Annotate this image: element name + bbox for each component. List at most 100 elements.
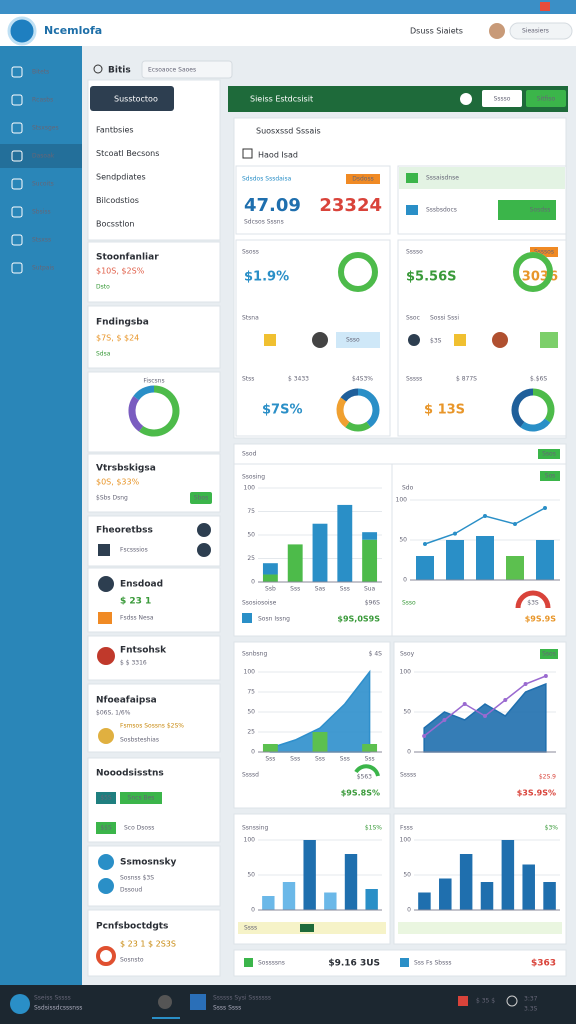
button[interactable]	[526, 90, 566, 107]
menu-item[interactable]: Rcasbs	[32, 97, 53, 104]
x-tick-label: Sss	[265, 756, 275, 763]
gauge-segment	[511, 388, 534, 428]
label: $.$6S	[530, 376, 547, 383]
label: $ 4S	[369, 651, 383, 658]
search-icon	[93, 64, 103, 74]
point	[453, 531, 457, 536]
nav-item[interactable]: Sendpdiates	[96, 173, 146, 182]
icon-button[interactable]	[197, 523, 211, 537]
bar	[362, 532, 378, 540]
start-button[interactable]	[10, 994, 30, 1014]
label: $ $ 3316	[120, 660, 147, 667]
label: $2S.9	[539, 774, 556, 781]
label: Sosdss	[530, 207, 551, 214]
bar	[501, 840, 515, 910]
card	[87, 371, 221, 453]
label: Nooodsisstns	[96, 769, 164, 779]
label: Sdsa	[96, 351, 111, 358]
settings-header	[399, 167, 565, 189]
icon	[264, 334, 276, 346]
bar	[337, 504, 353, 582]
icon	[242, 613, 252, 623]
generated: Bitets Rcasbs Stsxsges Dasoak Sucoits Sbsiss S…	[0, 66, 560, 914]
search-box[interactable]	[509, 22, 573, 40]
primary-button[interactable]	[90, 86, 174, 111]
label: 3.3S	[524, 1006, 538, 1013]
menu-item[interactable]: Sucoits	[32, 181, 54, 188]
label: Fntsohsk	[120, 646, 167, 656]
y-tick-label: 50	[399, 537, 407, 544]
label: $363	[531, 959, 556, 969]
icon-button[interactable]	[460, 93, 472, 105]
tray-icon[interactable]	[506, 995, 518, 1007]
label: $9.16 3US	[328, 959, 380, 969]
menu-item[interactable]: Stsxss	[32, 237, 51, 244]
label: Ssso	[402, 600, 416, 607]
menu-icon	[11, 150, 23, 162]
dropdown[interactable]	[141, 60, 233, 79]
label: Sdsdos Sssdaisa	[242, 176, 292, 183]
label: Ssosing	[242, 474, 265, 481]
avatar	[312, 332, 328, 348]
label: Pcnfsboctdgts	[96, 922, 168, 932]
menu-icon	[11, 94, 23, 106]
menu-icon	[11, 178, 23, 190]
icon	[98, 728, 114, 744]
tag	[530, 247, 558, 257]
bar	[312, 732, 328, 752]
x-tick-label: Sss	[315, 756, 325, 763]
label: $10S, $2S%	[96, 267, 145, 276]
label: Sss Fs Sbsss	[414, 960, 451, 967]
menu-item[interactable]: Bitets	[32, 69, 49, 76]
y-tick-label: 25	[247, 555, 255, 562]
label: Sossssns	[258, 960, 285, 967]
tag	[538, 449, 560, 459]
checkbox[interactable]	[242, 148, 253, 159]
label: $9S.8S%	[341, 789, 380, 798]
menu-item[interactable]: Stsxsges	[32, 125, 59, 132]
gauge-segment	[532, 388, 555, 423]
label: Sosn Issng	[258, 616, 290, 623]
tray-icon[interactable]	[458, 996, 468, 1006]
bar	[312, 523, 328, 582]
tag	[540, 649, 558, 659]
avatar[interactable]	[489, 23, 505, 39]
nav-item[interactable]: Bocsstlon	[96, 220, 134, 229]
icon	[300, 924, 314, 932]
label: Sssss	[406, 376, 422, 383]
icon	[98, 612, 112, 624]
label: Sosbsteshias	[120, 737, 159, 744]
icon-button[interactable]	[197, 543, 211, 557]
label: Fsss	[400, 825, 413, 832]
taskbar-icon[interactable]	[158, 995, 172, 1009]
nav-item[interactable]: Fantbsies	[96, 126, 134, 135]
icon	[98, 854, 114, 870]
logo[interactable]	[7, 16, 37, 46]
nav-item[interactable]: Stcoatl Becsons	[96, 149, 159, 158]
label: Sco Dsoss	[124, 825, 154, 832]
nav-item[interactable]: Bilcodstios	[96, 196, 139, 205]
y-tick-label: 25	[247, 729, 255, 736]
badge	[336, 332, 380, 348]
x-tick-label: Sas	[315, 586, 326, 593]
label: $5S	[100, 795, 112, 802]
toggle[interactable]	[498, 200, 556, 220]
button[interactable]	[482, 90, 522, 107]
x-tick-label: Sua	[364, 586, 376, 593]
button[interactable]	[190, 492, 212, 504]
bar	[262, 574, 278, 582]
y-tick-label: 0	[407, 749, 411, 756]
taskbar-icon[interactable]	[190, 994, 206, 1010]
y-tick-label: 0	[251, 579, 255, 586]
y-tick-label: 100	[400, 669, 412, 676]
label: Sdcsos Sssns	[244, 219, 284, 226]
label: Sssso	[406, 249, 423, 256]
menu-item[interactable]: Dasoak	[32, 153, 55, 160]
y-tick-label: 100	[244, 485, 256, 492]
menu-item[interactable]: Sutpais	[32, 265, 54, 272]
menu-item[interactable]: Sbsiss	[32, 209, 51, 216]
label: Sbos	[194, 495, 208, 502]
bar	[362, 539, 378, 582]
close-button[interactable]	[540, 2, 550, 11]
